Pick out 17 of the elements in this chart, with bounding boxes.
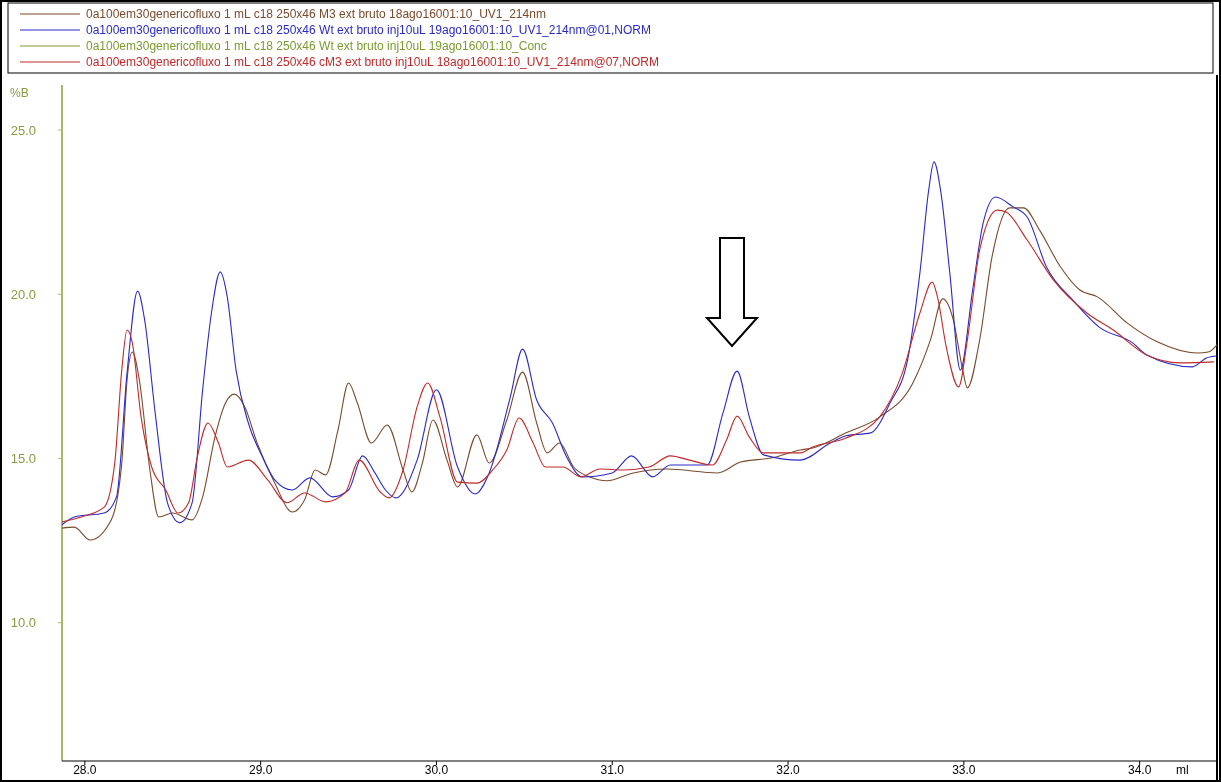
x-tick-label: 29.0 bbox=[248, 763, 273, 777]
x-tick-label: 32.0 bbox=[776, 763, 801, 777]
y-tick-label: 15.0 bbox=[10, 451, 36, 467]
x-tick-label: 30.0 bbox=[424, 763, 449, 777]
x-tick-label: 31.0 bbox=[600, 763, 625, 777]
legend-label: 0a100em30genericofluxo 1 mL c18 250x46 cM3 ext bruto inj10uL 18ago16001:10_UV1_214nm@07,NORM bbox=[86, 55, 659, 70]
legend-label: 0a100em30genericofluxo 1 mL c18 250x46 Wt ext bruto inj10uL 19ago16001:10_UV1_214nm@01,NORM bbox=[86, 23, 651, 38]
y-tick-label: 20.0 bbox=[10, 286, 36, 302]
y-axis-title: %B bbox=[10, 86, 29, 100]
x-tick-label: 28.0 bbox=[73, 763, 97, 777]
x-tick-label: 33.0 bbox=[952, 763, 976, 777]
y-tick-label: 10.0 bbox=[10, 615, 36, 631]
x-tick-label: 34.0 bbox=[1127, 763, 1152, 777]
x-axis-title: ml bbox=[1176, 763, 1189, 777]
legend-label: 0a100em30genericofluxo 1 mL c18 250x46 M3 ext bruto 18ago16001:10_UV1_214nm bbox=[86, 7, 546, 22]
legend-label: 0a100em30genericofluxo 1 mL c18 250x46 Wt ext bruto inj10uL 19ago16001:10_Conc bbox=[86, 39, 547, 54]
y-tick-label: 25.0 bbox=[10, 122, 36, 138]
